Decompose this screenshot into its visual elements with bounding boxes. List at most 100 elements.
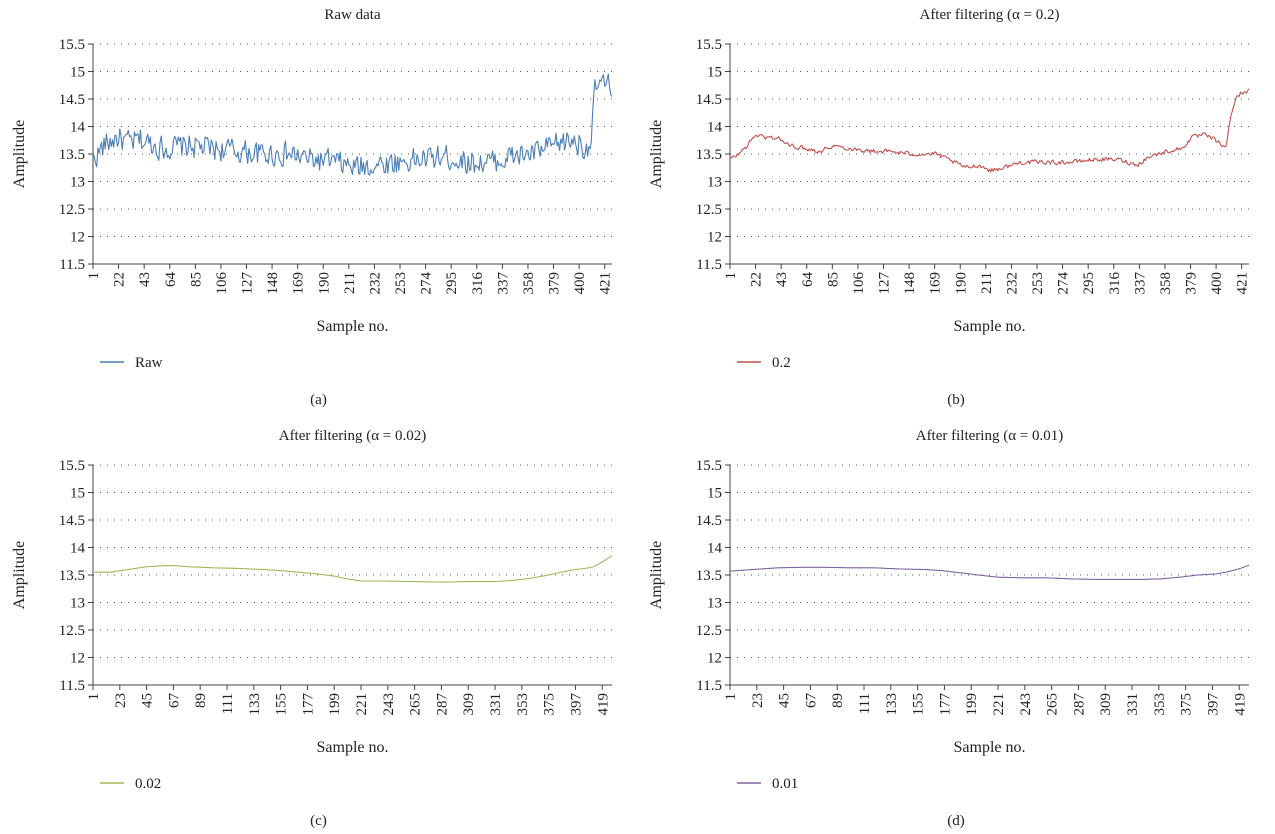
y-tick-label: 14.5 bbox=[59, 513, 85, 529]
x-tick-label: 190 bbox=[953, 272, 969, 295]
x-tick-label: 106 bbox=[851, 272, 867, 295]
x-tick-label: 133 bbox=[247, 693, 263, 716]
x-tick-label: 419 bbox=[595, 693, 611, 716]
y-tick-label: 13 bbox=[70, 596, 85, 612]
y-tick-label: 14.5 bbox=[696, 513, 722, 529]
y-tick-label: 13 bbox=[707, 175, 722, 191]
y-tick-label: 11.5 bbox=[59, 257, 85, 273]
x-tick-label: 331 bbox=[488, 693, 504, 716]
panel-caption: (a) bbox=[310, 392, 327, 408]
x-tick-label: 177 bbox=[937, 693, 953, 716]
chart-panel-b: After filtering (α = 0.2) 11.5 12 12.5 13 13.… bbox=[637, 0, 1275, 417]
y-tick-label: 14 bbox=[707, 120, 723, 136]
panel-caption: (b) bbox=[947, 392, 965, 408]
chart-title: Raw data bbox=[324, 7, 381, 23]
y-tick-label: 15.5 bbox=[696, 458, 722, 474]
x-tick-label: 89 bbox=[193, 693, 209, 708]
x-tick-label: 232 bbox=[367, 272, 383, 295]
y-tick-label: 14 bbox=[70, 541, 86, 557]
x-tick-label: 400 bbox=[572, 272, 588, 295]
y-tick-label: 12.5 bbox=[696, 202, 722, 218]
x-tick-label: 221 bbox=[354, 693, 370, 716]
legend-label: 0.01 bbox=[772, 776, 798, 792]
x-tick-label: 316 bbox=[1107, 272, 1123, 295]
x-tick-label: 211 bbox=[979, 272, 995, 294]
x-tick-label: 67 bbox=[803, 693, 819, 709]
x-tick-label: 148 bbox=[265, 272, 281, 295]
y-axis-label: Amplitude bbox=[11, 541, 28, 609]
x-tick-label: 309 bbox=[461, 693, 477, 716]
x-axis-label: Sample no. bbox=[317, 318, 389, 335]
y-tick-label: 13.5 bbox=[59, 568, 85, 584]
x-tick-label: 287 bbox=[1071, 693, 1087, 716]
x-tick-label: 133 bbox=[884, 693, 900, 716]
x-tick-label: 169 bbox=[928, 272, 944, 295]
y-tick-label: 14.5 bbox=[59, 92, 85, 108]
x-tick-label: 358 bbox=[1158, 272, 1174, 295]
x-tick-label: 169 bbox=[291, 272, 307, 295]
x-axis-label: Sample no. bbox=[954, 739, 1026, 756]
chart-title: After filtering (α = 0.02) bbox=[279, 428, 427, 444]
y-tick-label: 15 bbox=[70, 65, 85, 81]
x-tick-label: 375 bbox=[1179, 693, 1195, 716]
y-tick-label: 11.5 bbox=[696, 257, 722, 273]
panel-caption: (c) bbox=[310, 813, 327, 829]
x-tick-label: 309 bbox=[1098, 693, 1114, 716]
y-tick-label: 13.5 bbox=[696, 147, 722, 163]
x-tick-label: 45 bbox=[777, 693, 793, 708]
x-tick-label: 274 bbox=[1056, 272, 1072, 295]
x-tick-label: 358 bbox=[521, 272, 537, 295]
x-tick-label: 155 bbox=[274, 693, 290, 716]
x-tick-label: 274 bbox=[419, 272, 435, 295]
x-tick-label: 111 bbox=[857, 693, 873, 714]
x-tick-label: 1 bbox=[86, 693, 102, 701]
x-tick-label: 43 bbox=[137, 272, 153, 287]
x-tick-label: 295 bbox=[1081, 272, 1097, 295]
panel-caption: (d) bbox=[947, 813, 965, 829]
y-tick-label: 15 bbox=[70, 486, 85, 502]
y-tick-label: 13.5 bbox=[59, 147, 85, 163]
y-tick-label: 13.5 bbox=[696, 568, 722, 584]
y-axis-label: Amplitude bbox=[648, 120, 665, 188]
x-tick-label: 265 bbox=[1045, 693, 1061, 716]
legend-label: 0.2 bbox=[772, 355, 791, 371]
x-tick-label: 127 bbox=[877, 272, 893, 295]
x-tick-label: 316 bbox=[470, 272, 486, 295]
x-tick-label: 211 bbox=[342, 272, 358, 294]
y-tick-label: 12 bbox=[707, 651, 722, 667]
x-tick-label: 421 bbox=[1235, 272, 1251, 295]
x-tick-label: 85 bbox=[188, 272, 204, 287]
x-tick-label: 379 bbox=[547, 272, 563, 295]
x-tick-label: 199 bbox=[964, 693, 980, 716]
y-tick-label: 13 bbox=[70, 175, 85, 191]
x-axis-label: Sample no. bbox=[954, 318, 1026, 335]
x-tick-label: 190 bbox=[316, 272, 332, 295]
x-tick-label: 253 bbox=[1030, 272, 1046, 295]
x-tick-label: 265 bbox=[408, 693, 424, 716]
series-line bbox=[730, 89, 1249, 172]
x-tick-label: 400 bbox=[1209, 272, 1225, 295]
y-tick-label: 12.5 bbox=[59, 202, 85, 218]
x-tick-label: 89 bbox=[830, 693, 846, 708]
chart-svg: After filtering (α = 0.2) 11.5 12 12.5 13 13.… bbox=[637, 0, 1275, 417]
x-tick-label: 221 bbox=[991, 693, 1007, 716]
series-line bbox=[93, 556, 612, 582]
chart-svg: After filtering (α = 0.01)11.51212.51313… bbox=[637, 417, 1275, 834]
x-tick-label: 177 bbox=[300, 693, 316, 716]
x-tick-label: 23 bbox=[750, 693, 766, 708]
y-tick-label: 12.5 bbox=[59, 623, 85, 639]
x-tick-label: 67 bbox=[166, 693, 182, 709]
x-tick-label: 353 bbox=[1152, 693, 1168, 716]
x-tick-label: 1 bbox=[723, 272, 739, 280]
series-line bbox=[730, 565, 1249, 579]
y-tick-label: 15 bbox=[707, 65, 722, 81]
x-tick-label: 1 bbox=[723, 693, 739, 701]
y-axis-label: Amplitude bbox=[648, 541, 665, 609]
y-tick-label: 15 bbox=[707, 486, 722, 502]
y-tick-label: 15.5 bbox=[696, 37, 722, 53]
legend-label: Raw bbox=[135, 355, 163, 371]
chart-title: After filtering (α = 0.2) bbox=[919, 7, 1059, 23]
x-tick-label: 353 bbox=[515, 693, 531, 716]
y-tick-label: 15.5 bbox=[59, 458, 85, 474]
y-tick-label: 14.5 bbox=[696, 92, 722, 108]
